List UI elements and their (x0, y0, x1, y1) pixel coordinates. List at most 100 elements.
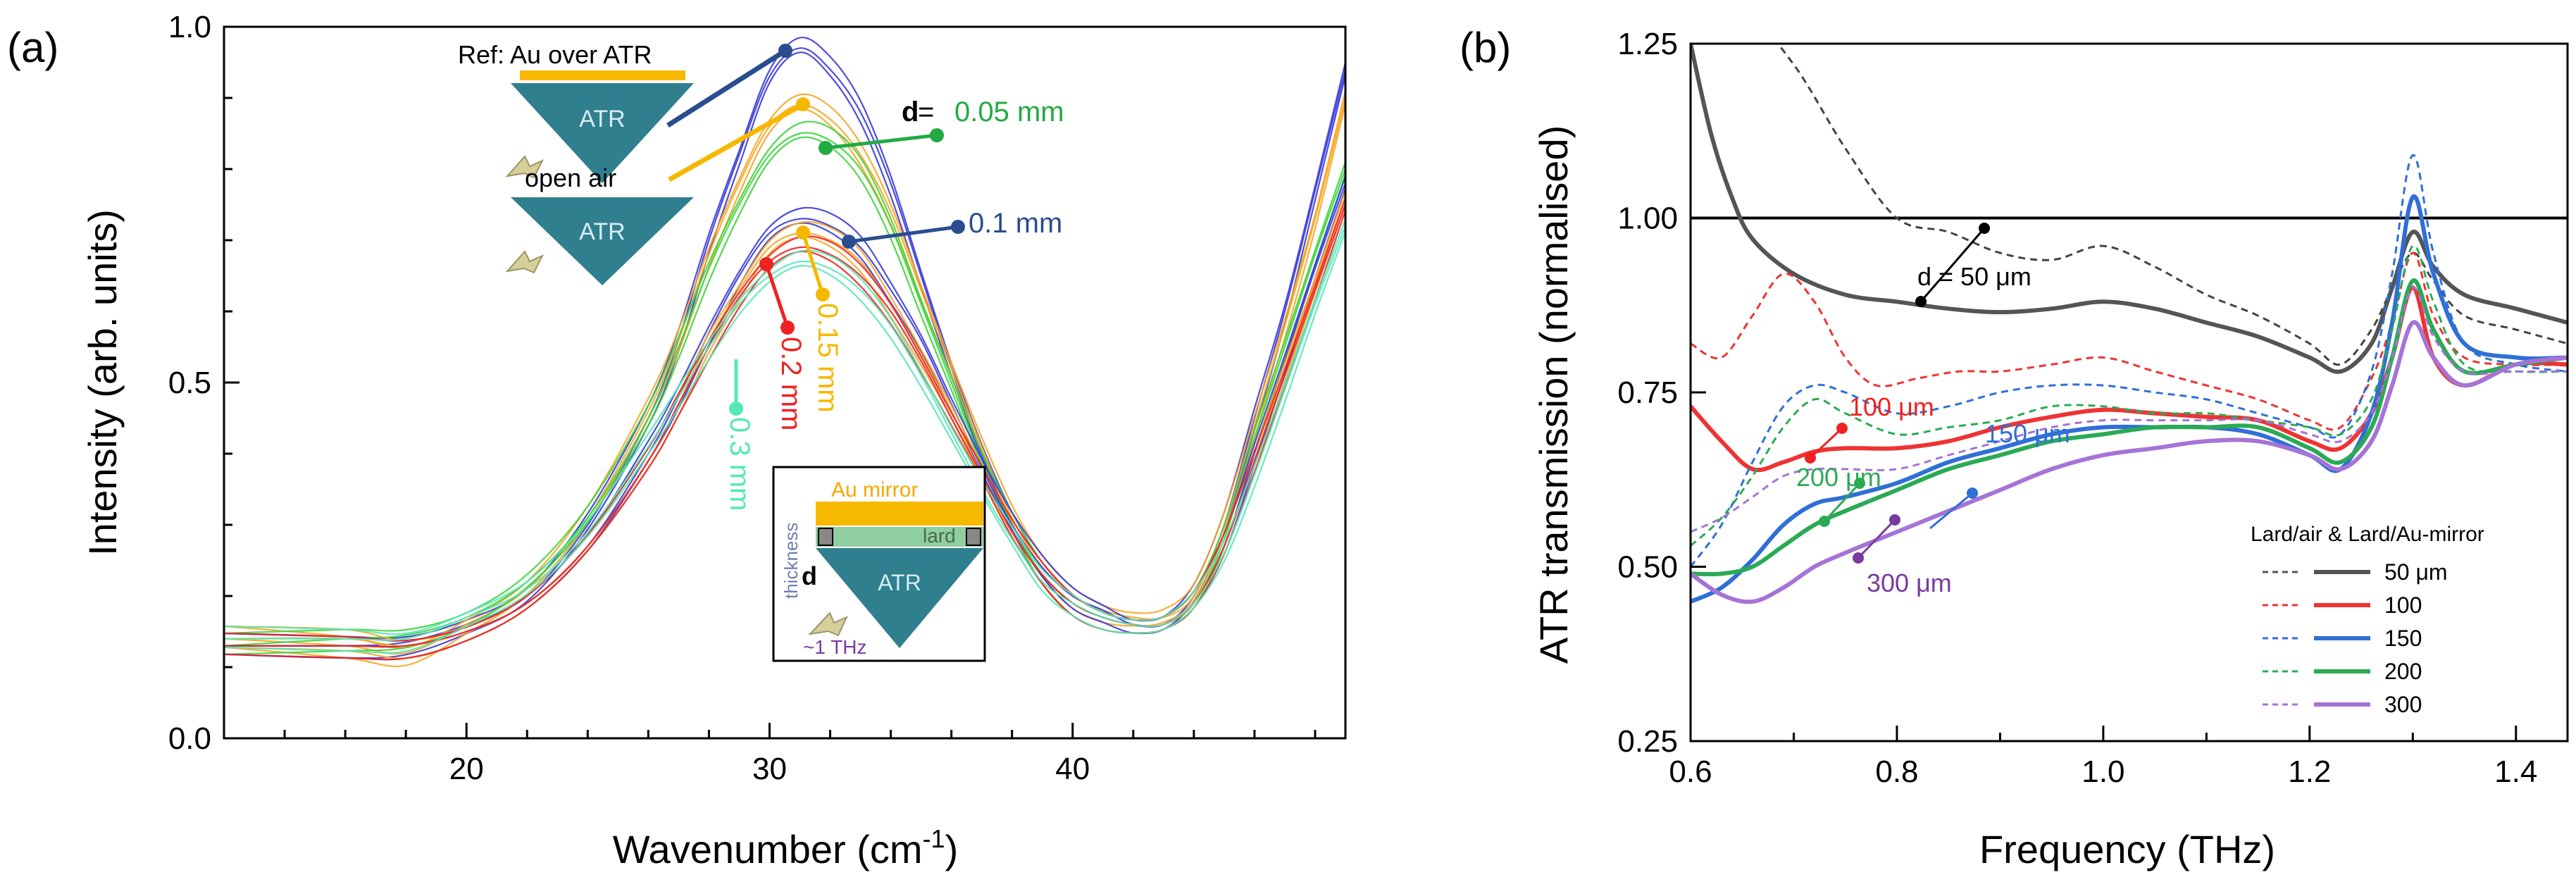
series-line-a-6 (224, 225, 1345, 641)
d005-label: 0.05 mm (954, 97, 1064, 128)
thickness-label: thickness (780, 523, 802, 599)
au-mirror-bar (816, 502, 983, 526)
pointer-d50 (1919, 228, 1986, 302)
xtick-label-a: 20 (449, 752, 484, 786)
atr-prism-2 (511, 197, 694, 285)
pointer-dot (1805, 452, 1816, 464)
beam-arrow-icon (505, 250, 545, 274)
pointer-dot (1819, 516, 1830, 527)
xtick-label-b: 0.8 (1875, 754, 1918, 789)
series-line-a-6 (224, 218, 1345, 635)
au-layer (520, 70, 685, 80)
inset-au-mirror: Au mirror lard ATR thickness d ~1 THz (772, 466, 986, 662)
xtick-label-b: 0.6 (1669, 754, 1712, 789)
pointer-dot (1889, 514, 1900, 526)
xtick-label-b: 1.4 (2494, 754, 2537, 789)
inset-atr-reference: Ref: Au over ATR ATR open air ATR (458, 40, 694, 285)
series-line-b-9-solid (1691, 320, 2568, 604)
panel-a-ylabel: Intensity (arb. units) (80, 209, 125, 556)
ytick-label-b: 0.75 (1617, 375, 1678, 410)
atr-prism-1 (511, 83, 694, 183)
pointer-dot (796, 225, 810, 240)
xtick-label-a: 30 (752, 752, 787, 786)
d300-label: 300 μm (1867, 569, 1952, 597)
ytick-label-b: 0.50 (1617, 550, 1678, 585)
atr-prism-3 (816, 548, 983, 648)
panel-b-frame (1689, 42, 2569, 743)
atr-label-2: ATR (579, 218, 625, 245)
d-equals: = (918, 97, 934, 128)
panel-b-pointers: d = 50 μm 100 μm 150 μm 200 μm 300 μm (1796, 223, 2070, 597)
ytick-label-b: 0.25 (1617, 724, 1678, 759)
lard-label: lard (923, 525, 956, 547)
pointer-dot (951, 220, 965, 234)
ytick-label-a: 0.5 (168, 366, 211, 400)
legend-entry: 100 (2384, 592, 2422, 618)
legend-entry: 150 (2384, 626, 2422, 651)
legend-title: Lard/air & Lard/Au-mirror (2251, 523, 2484, 546)
xtick-label-b: 1.0 (2082, 754, 2124, 789)
pointer-dot (1967, 487, 1978, 499)
pointer-dot (842, 235, 856, 249)
panel-b: (b) 0.6 0.8 1.0 1.2 1.40.250.500.751.001.25 … (1460, 24, 2569, 871)
pointer-01 (848, 225, 959, 244)
pointer-dot (1853, 552, 1864, 564)
pointer-d200 (1823, 482, 1861, 523)
series-line-b-8-dashed (1691, 286, 2568, 533)
spacer-left (818, 528, 833, 546)
series-line-a-1 (224, 91, 1345, 650)
ytick-label-b: 1.25 (1617, 27, 1678, 61)
atr-label-3: ATR (878, 570, 921, 595)
d100-label: 100 μm (1849, 392, 1934, 421)
pointer-dot (816, 287, 830, 302)
series-line-a-2 (224, 120, 1345, 635)
pointer-openair (668, 101, 804, 182)
ytick-label-b: 1.00 (1617, 201, 1678, 236)
d01-label: 0.1 mm (969, 208, 1062, 239)
ytick-label-a: 0.0 (168, 721, 211, 756)
legend-entry: 300 (2384, 692, 2422, 717)
d150-label: 150 μm (1985, 419, 2070, 448)
pointer-d300 (1857, 518, 1896, 559)
d50-label: d = 50 μm (1917, 262, 2031, 291)
series-line-b-6-dashed (1691, 244, 2568, 547)
legend-entry: 200 (2384, 659, 2422, 684)
d015-label: 0.15 mm (812, 303, 843, 413)
series-line-b-3-solid (1691, 285, 2568, 473)
au-mirror-label: Au mirror (831, 478, 918, 502)
pointer-dot (759, 257, 773, 271)
pointer-dot (1915, 296, 1927, 307)
d-symbol: d (802, 561, 817, 590)
pointer-d150 (1929, 492, 1973, 530)
panel-b-ylabel: ATR transmission (normalised) (1531, 125, 1576, 664)
pointer-015 (801, 232, 825, 295)
pointer-dot (729, 402, 743, 416)
panel-b-xlabel: Frequency (THz) (1979, 827, 2275, 871)
d03-label: 0.3 mm (724, 417, 755, 511)
panel-b-curves (1691, 44, 2568, 604)
panel-a-curves (224, 37, 1345, 668)
d200-label: 200 μm (1796, 463, 1881, 492)
panel-a-pointers: d = 0.05 mm 0.1 mm 0.15 mm 0.2 mm 0.3 mm (666, 44, 1064, 511)
panel-b-ticks: 0.6 0.8 1.0 1.2 1.4 0.25 0.50 0.75 1.00 1.25 (1617, 27, 2537, 789)
spacer-right (966, 528, 981, 546)
pointer-005 (825, 133, 938, 150)
series-line-b-4-dashed (1691, 154, 2568, 568)
panel-b-label: (b) (1460, 24, 1511, 71)
pointer-ref (666, 49, 787, 128)
panel-a-xlabel: Wavenumber (cm-1) (613, 824, 958, 871)
atr-label-1: ATR (579, 106, 625, 132)
legend-entry: 50 μm (2384, 559, 2448, 585)
series-line-a-5 (224, 204, 1345, 648)
beam-arrow-icon (505, 155, 545, 179)
panel-a-ticks: 20 30 40 0.0 0.5 1.0 (168, 10, 1317, 786)
series-line-b-7-solid (1691, 278, 2568, 577)
lard-layer (816, 527, 983, 547)
d-label: d (902, 97, 919, 128)
series-line-a-6 (224, 231, 1345, 654)
pointer-dot (1979, 223, 1990, 234)
legend: Lard/air & Lard/Au-mirror 50 μm 100 150 200… (2251, 523, 2484, 717)
panel-a: (a) 20 30 40 0.0 0.5 1.0 Wavenumber (cm-1) In… (7, 10, 1347, 871)
series-line-b-1-solid (1691, 44, 2568, 374)
